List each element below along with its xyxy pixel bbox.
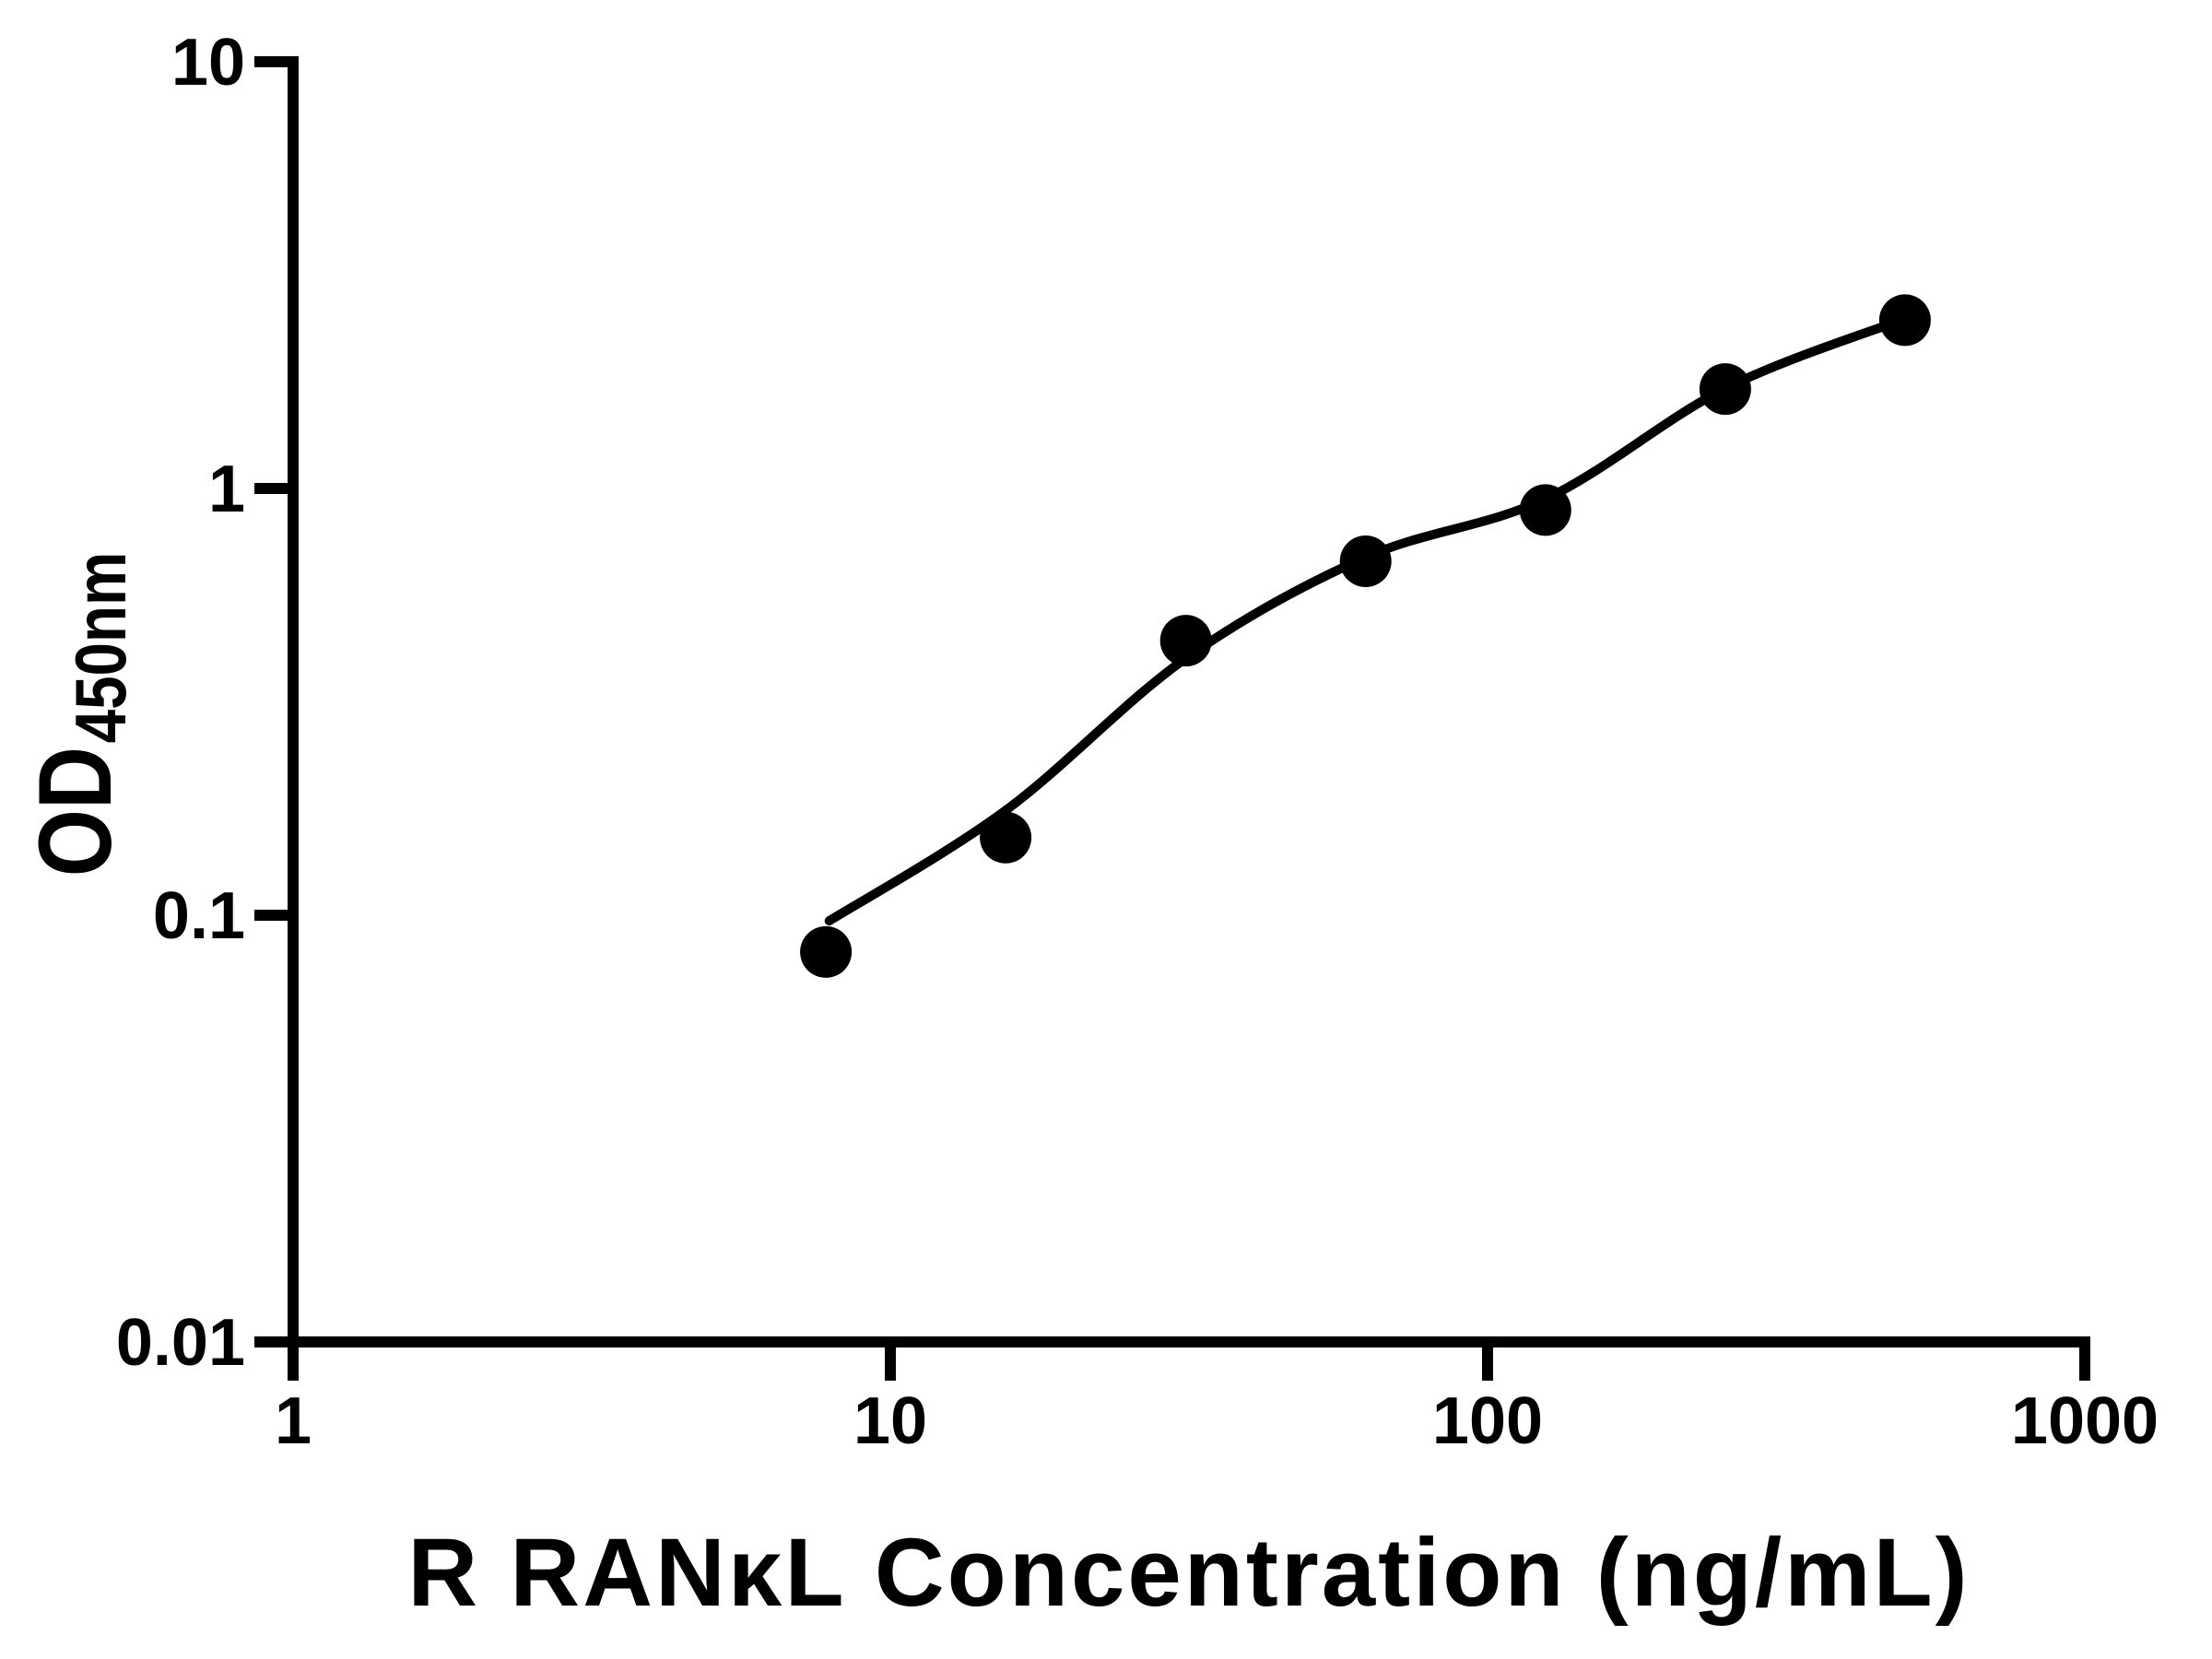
ticks-layer [254, 56, 2090, 1381]
x-axis-title: R RANκL Concentration (ng/mL) [407, 1519, 1970, 1627]
plot-layer [800, 294, 1931, 978]
x-tick-label: 100 [1432, 1384, 1543, 1458]
y-tick-label: 0.01 [116, 1306, 245, 1380]
data-point-marker [800, 925, 853, 978]
y-axis-title: OD 450nm [17, 552, 141, 877]
data-point-marker [980, 811, 1032, 864]
y-tick-label: 0.1 [153, 879, 245, 953]
x-tick-label: 1 [275, 1384, 312, 1458]
data-point-marker [1878, 294, 1931, 347]
x-tick-label: 1000 [2011, 1384, 2159, 1458]
x-tick-label: 10 [853, 1384, 927, 1458]
y-tick-label: 10 [171, 26, 245, 100]
y-axis-title-sub: 450nm [62, 552, 142, 744]
data-point-marker [1159, 615, 1212, 667]
data-point-marker [1699, 363, 1751, 416]
tick-labels-layer: 10 1 0.1 0.01 1 10 100 1000 [116, 26, 2159, 1458]
data-point-marker [1339, 535, 1392, 587]
y-axis-title-main: OD [17, 747, 133, 877]
y-tick-label: 1 [208, 453, 245, 526]
data-point-marker [1519, 484, 1571, 536]
axes-layer [288, 56, 2090, 1347]
